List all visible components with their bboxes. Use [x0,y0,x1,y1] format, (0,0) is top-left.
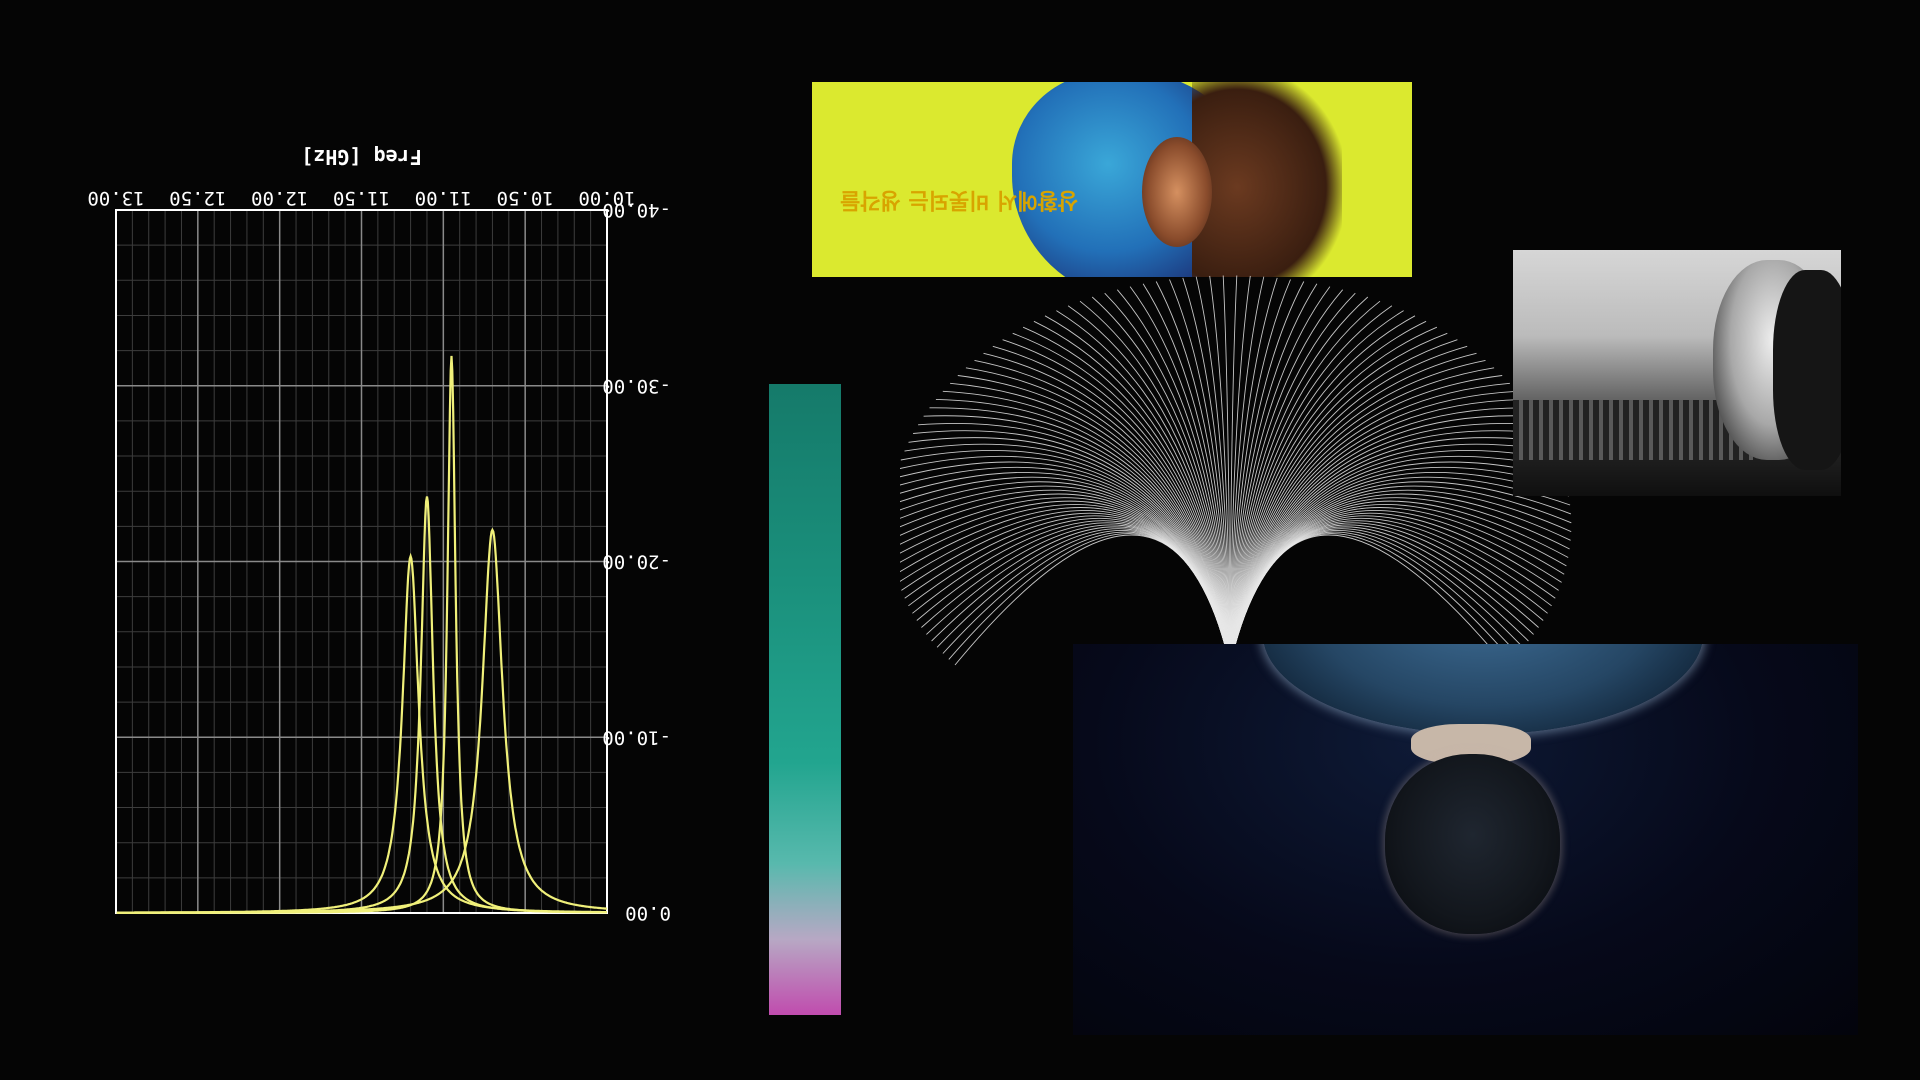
wireframe-line [1129,286,1231,666]
wireframe-line [900,467,1231,666]
wireframe-line [1182,277,1231,666]
wireframe-line [1229,300,1381,666]
wireframe-line [1229,485,1572,666]
wireframe-line [1229,315,1416,666]
wireframe-line [1229,359,1486,666]
wireframe-line [923,415,1231,666]
y-tick-label: -40.00 [602,199,671,221]
wireframe-line [918,423,1231,666]
wireframe-surface [900,275,1572,666]
x-axis-label: Freq [GHz] [301,145,421,169]
wireframe-line [900,489,1231,666]
wireframe-line [1229,289,1344,666]
wireframe-line [1229,382,1510,666]
wireframe-line [983,352,1231,666]
wireframe-line [1104,292,1231,666]
wireframe-line [942,390,1231,666]
wireframe-line [1229,310,1404,666]
wireframe-line [1229,292,1356,666]
wireframe-line [1091,296,1231,666]
wireframe-line [1229,332,1448,666]
wireframe-line [1229,345,1468,666]
wireframe-line [1056,310,1231,666]
wireframe-line [957,375,1231,666]
wireframe-line [1022,326,1231,666]
wireframe-line [1116,289,1231,666]
shoulders-shape [1263,644,1703,734]
wireframe-line [1229,375,1503,666]
wireframe-line [1209,275,1231,666]
wireframe-line [992,345,1231,666]
wireframe-line [1002,339,1231,666]
y-tick-label: -20.00 [602,551,671,573]
wireframe-line [900,485,1231,666]
wireframe-line [1142,283,1231,666]
wireframe-line [1155,281,1231,666]
wireframe-line [1229,281,1305,666]
y-tick-label: 0.00 [625,902,671,924]
x-tick-label: 11.00 [415,187,472,209]
yellow-portrait-panel: 상황에서 비롯되는 생각들 [812,82,1412,277]
wireframe-line [1067,305,1231,666]
wireframe-line [1169,279,1231,666]
y-tick-label: -30.00 [602,375,671,397]
x-tick-label: 10.00 [578,187,635,209]
ear-shape [1142,137,1212,247]
wireframe-line [1229,503,1567,666]
wireframe-line [900,449,1231,666]
hair-shape [1192,82,1342,277]
wireframe-line [1229,296,1369,666]
x-tick-label: 10.50 [497,187,554,209]
wireframe-line [950,382,1231,666]
wireframe-line [974,359,1231,666]
wireframe-line [1229,481,1572,666]
wireframe-line [1229,283,1318,666]
wireframe-line [1229,449,1560,666]
wireframe-line [1229,277,1278,666]
wireframe-line [1229,326,1438,666]
wireframe-line [1229,352,1477,666]
wireframe-line [1229,279,1291,666]
bw-photo-panel [1513,250,1841,496]
wireframe-line [1229,534,1506,666]
wireframe-line [908,437,1231,666]
equipment-shape [1513,400,1753,460]
wireframe-line [900,476,1231,666]
wireframe-line [1195,276,1231,666]
wireframe-line [1229,275,1251,666]
head-silhouette [1385,754,1560,934]
y-tick-label: -10.00 [602,726,671,748]
wireframe-line [1229,275,1238,666]
wireframe-line [913,430,1231,666]
wireframe-line [1012,332,1231,666]
wireframe-line [1229,497,1570,666]
wireframe-line [1079,300,1231,666]
navy-portrait-panel [1073,644,1858,1035]
series-line [116,527,608,914]
wireframe-line [1229,305,1393,666]
wireframe-line [1229,276,1265,666]
x-tick-label: 13.00 [87,187,144,209]
chart-frame [115,209,608,914]
wireframe-line [1222,275,1231,666]
wireframe-line [900,481,1231,666]
x-tick-label: 12.50 [169,187,226,209]
color-gradient-bar [769,384,841,1015]
wireframe-line [1044,315,1231,666]
x-tick-label: 11.50 [333,187,390,209]
hair-shape [1773,270,1841,470]
wireframe-line [1229,367,1495,666]
wireframe-line [965,367,1231,666]
wireframe-line [1033,320,1231,666]
subtitle-text: 상황에서 비롯되는 생각들 [840,187,1078,212]
wireframe-line [1229,320,1427,666]
wireframe-line [1229,339,1458,666]
wireframe-line [1229,286,1331,666]
x-tick-label: 12.00 [251,187,308,209]
